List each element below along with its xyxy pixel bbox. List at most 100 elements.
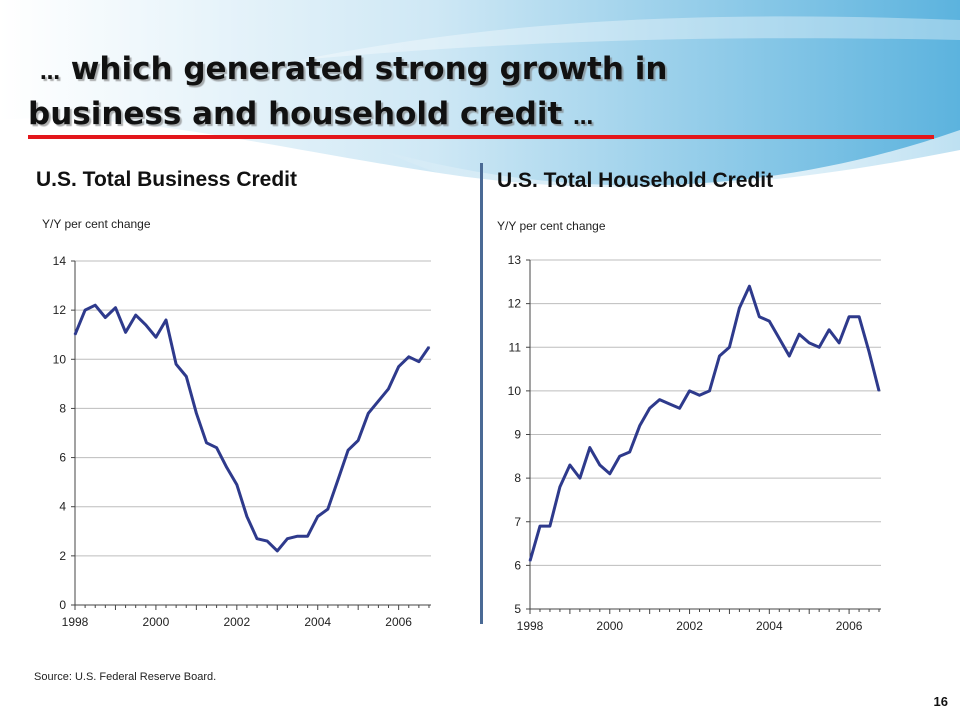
data-point [397,365,400,368]
y-tick-label: 12 [53,303,67,317]
y-tick-label: 12 [508,297,522,311]
x-tick-label: 1998 [517,619,544,633]
data-point [185,375,188,378]
page-number: 16 [933,694,948,709]
data-point [205,442,208,444]
x-tick-label: 2002 [223,615,250,629]
data-point [286,537,289,540]
data-point [337,478,339,481]
y-tick-label: 2 [59,549,66,563]
title-line-1: which generated strong growth in [70,51,668,87]
data-point [738,307,741,309]
y-tick-label: 13 [508,253,522,267]
data-point [878,390,880,392]
data-point [668,403,671,405]
y-tick-label: 5 [514,602,521,616]
x-tick-label: 2000 [596,619,623,633]
x-tick-label: 2004 [304,615,331,629]
data-point [848,315,850,318]
household-credit-chart: 5 6 7 8 9 10 11 12 13 1998 2000 2002 2004 2006 [508,253,881,633]
data-point [808,342,811,344]
data-point [539,525,541,527]
data-point [628,451,631,453]
household-credit-ylabel: Y/Y per cent change [497,219,606,233]
y-tick-label: 0 [59,598,66,612]
x-tick-label: 2006 [385,615,412,629]
y-tick-label: 14 [53,254,67,268]
data-point [165,319,167,321]
data-point [678,407,681,410]
y-tick-label: 4 [59,500,66,514]
business-credit-ylabel: Y/Y per cent change [42,217,151,231]
data-point [215,446,218,449]
data-point [418,360,420,363]
data-point [316,515,319,518]
y-tick-label: 11 [509,340,522,354]
data-point [648,407,651,410]
y-tick-label: 8 [59,401,66,415]
data-point [175,363,177,365]
data-point [94,304,97,307]
data-point [569,464,571,466]
y-tick-label: 7 [514,515,521,529]
data-point [698,394,701,397]
data-point [74,333,76,336]
data-point [608,472,611,475]
data-point [155,336,157,338]
title-leading-ellipsis: … [40,60,60,84]
business-credit-chart: 0 2 4 6 8 10 12 14 1998 2000 2002 2004 2006 [53,254,431,629]
data-point [688,390,691,392]
data-point [407,356,410,358]
data-point [104,316,107,319]
x-tick-label: 2006 [836,619,863,633]
data-point [428,346,430,348]
y-tick-label: 8 [514,471,521,485]
data-point [134,314,137,316]
y-tick-label: 6 [59,451,66,465]
data-point [124,331,127,334]
data-point [529,560,531,562]
x-tick-label: 2000 [143,615,170,629]
series-line [528,284,881,562]
data-point [256,537,258,540]
data-point [367,412,370,415]
data-point [658,398,661,401]
data-point [266,540,268,542]
data-point [788,355,791,357]
data-point [377,400,380,402]
title-underline [28,135,934,139]
data-point [818,346,820,349]
data-point [718,355,721,357]
data-point [144,324,147,326]
business-credit-chart-title: U.S. Total Business Credit [36,168,297,191]
background-swoosh [0,0,960,214]
data-point [618,455,621,458]
data-point [798,333,801,335]
data-point [858,315,860,318]
data-point [758,315,761,318]
y-tick-label: 6 [514,558,521,572]
data-point [276,550,279,552]
data-point [357,439,359,442]
data-point [778,337,781,340]
data-point [828,329,830,331]
x-tick-label: 2004 [756,619,783,633]
data-point [638,424,641,427]
data-point [296,535,299,537]
y-tick-label: 10 [508,384,522,398]
title-trailing-ellipsis: … [573,105,594,129]
data-point [748,285,751,287]
household-credit-chart-title: U.S. Total Household Credit [497,169,774,192]
y-tick-label: 10 [53,352,67,366]
data-point [225,466,228,469]
data-point [306,535,309,537]
data-point [347,449,349,451]
data-point [838,342,840,344]
data-point [599,464,601,466]
source-note: Source: U.S. Federal Reserve Board. [34,671,217,683]
x-tick-label: 2002 [676,619,703,633]
slide-title: … which generated strong growth in busin… [28,48,667,138]
data-point [559,486,561,488]
data-point [84,309,86,311]
title-line-2: business and household credit [28,96,563,132]
